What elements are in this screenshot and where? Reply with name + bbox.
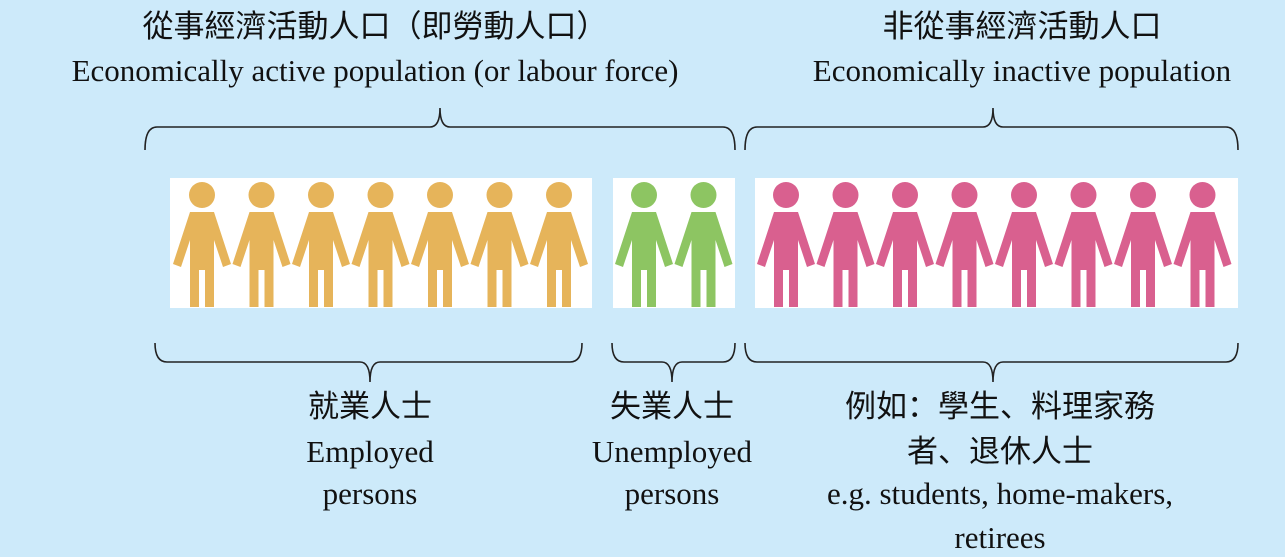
- brace: [144, 107, 736, 151]
- unemployed-en: persons: [625, 476, 720, 511]
- inactive-zh: 例如：學生、料理家務: [845, 389, 1155, 424]
- brace: [744, 342, 1239, 383]
- employed-en: persons: [323, 476, 418, 511]
- unemployed-zh: 失業人士: [610, 389, 734, 424]
- employed-zh: 就業人士: [308, 389, 432, 424]
- brace: [744, 107, 1239, 151]
- inactive-en: retirees: [954, 520, 1045, 555]
- inactive-title-en: Economically inactive population: [813, 53, 1232, 88]
- active-title-en: Economically active population (or labou…: [72, 53, 679, 88]
- brace: [154, 342, 583, 383]
- inactive-title-zh: 非從事經濟活動人口: [883, 9, 1162, 44]
- unemployed-en: Unemployed: [592, 434, 753, 469]
- braces: [144, 107, 1239, 383]
- inactive-zh: 者、退休人士: [907, 434, 1093, 469]
- active-title-zh: 從事經濟活動人口（即勞動人口）: [143, 9, 608, 44]
- inactive-en: e.g. students, home-makers,: [827, 476, 1173, 511]
- employed-en: Employed: [306, 434, 434, 469]
- brace: [611, 342, 736, 383]
